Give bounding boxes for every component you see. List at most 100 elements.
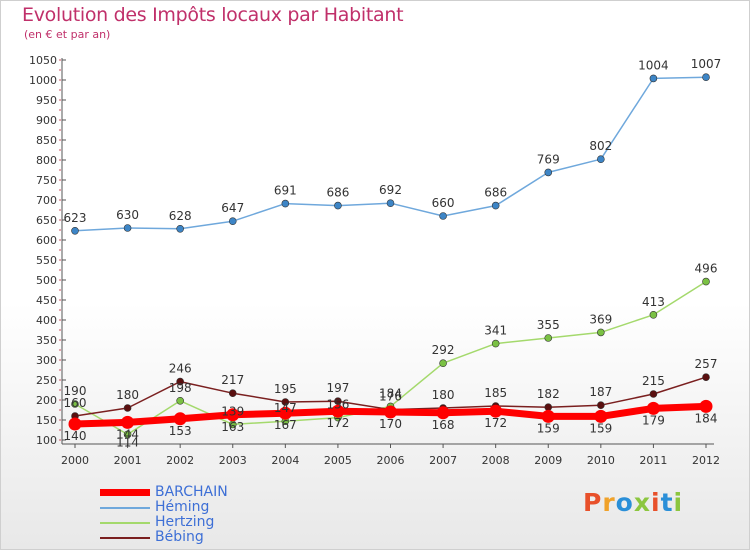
data-label-barchain: 168: [432, 418, 455, 432]
legend-swatch-bebing: [100, 537, 150, 539]
y-tick-label: 500: [36, 274, 57, 287]
y-tick-label: 150: [36, 414, 57, 427]
data-label-heming: 628: [169, 209, 192, 223]
data-point-heming: [702, 73, 710, 81]
data-point-barchain: [699, 399, 713, 413]
legend-label-bebing: Bébing: [155, 529, 204, 545]
data-point-hertzing: [702, 277, 710, 286]
data-point-barchain: [226, 408, 240, 422]
y-tick-label: 100: [36, 434, 57, 447]
data-point-bebing: [123, 404, 132, 412]
data-label-bebing: 160: [64, 396, 87, 410]
x-tick-label: 2004: [271, 454, 299, 467]
legend-label-barchain: BARCHAIN: [155, 484, 228, 500]
y-tick-label: 800: [36, 154, 57, 167]
data-label-hertzing: 147: [274, 401, 297, 415]
data-point-bebing: [176, 377, 184, 386]
x-tick-label: 2007: [429, 454, 457, 467]
data-point-bebing: [281, 398, 290, 406]
data-point-barchain: [646, 401, 660, 415]
data-label-hertzing: 413: [642, 295, 665, 309]
data-label-heming: 1004: [638, 58, 669, 72]
data-label-hertzing: 139: [221, 404, 244, 418]
y-tick-label: 300: [36, 354, 57, 367]
data-label-hertzing: 496: [695, 262, 718, 276]
data-label-heming: 686: [326, 186, 349, 200]
data-label-hertzing: 190: [64, 384, 87, 398]
data-point-heming: [123, 224, 132, 232]
data-point-bebing: [597, 401, 605, 410]
data-point-hertzing: [71, 400, 79, 408]
data-label-heming: 647: [221, 201, 244, 215]
data-point-heming: [649, 74, 658, 83]
legend-label-heming: Héming: [155, 499, 210, 515]
chart-title: Evolution des Impôts locaux par Habitant: [22, 4, 404, 26]
y-tick-label: 850: [36, 134, 57, 147]
x-tick-label: 2009: [534, 454, 562, 467]
data-label-barchain: 167: [274, 418, 297, 432]
data-label-barchain: 153: [169, 424, 192, 438]
data-label-barchain: 144: [116, 427, 139, 441]
data-point-heming: [281, 199, 290, 208]
data-point-barchain: [173, 412, 187, 426]
data-label-heming: 692: [379, 183, 402, 197]
data-point-barchain: [68, 417, 82, 431]
data-label-barchain: 179: [642, 413, 665, 427]
y-tick-label: 450: [36, 294, 57, 307]
y-tick-label: 200: [36, 394, 57, 407]
data-point-barchain: [331, 404, 345, 418]
data-label-bebing: 180: [432, 388, 455, 402]
data-point-heming: [228, 217, 237, 225]
data-label-heming: 686: [484, 186, 507, 200]
data-point-hertzing: [649, 310, 658, 319]
data-label-bebing: 195: [274, 382, 297, 396]
data-label-hertzing: 156: [326, 398, 349, 412]
data-label-barchain: 170: [379, 417, 402, 431]
data-label-hertzing: 355: [537, 318, 560, 332]
data-point-barchain: [489, 404, 503, 418]
data-point-hertzing: [597, 328, 605, 337]
data-point-barchain: [436, 406, 450, 420]
data-label-hertzing: 341: [484, 324, 507, 338]
y-tick-label: 250: [36, 374, 57, 387]
data-label-hertzing: 292: [432, 343, 455, 357]
x-tick-label: 2008: [482, 454, 510, 467]
y-tick-label: 550: [36, 254, 57, 267]
data-point-heming: [544, 168, 553, 177]
data-point-barchain: [594, 409, 608, 423]
data-point-heming: [386, 199, 395, 207]
data-label-hertzing: 198: [169, 381, 192, 395]
chart-subtitle: (en € et par an): [24, 28, 111, 41]
data-label-heming: 623: [64, 211, 87, 225]
y-tick-label: 1050: [29, 54, 57, 67]
data-label-bebing: 176: [379, 390, 402, 404]
x-tick-label: 2005: [324, 454, 352, 467]
data-point-bebing: [649, 390, 658, 398]
data-point-heming: [491, 201, 500, 210]
proxiti-logo: Proxiti: [583, 488, 684, 517]
legend-swatch-heming: [100, 507, 150, 509]
data-point-heming: [597, 155, 605, 163]
series-line-heming: [74, 76, 707, 232]
data-label-bebing: 180: [116, 388, 139, 402]
data-label-heming: 802: [589, 139, 612, 153]
data-point-hertzing: [123, 430, 132, 439]
data-point-barchain: [121, 415, 135, 429]
data-label-bebing: 246: [169, 362, 192, 376]
data-point-heming: [71, 227, 79, 235]
data-label-bebing: 217: [221, 373, 244, 387]
data-label-hertzing: 184: [379, 386, 402, 400]
y-tick-label: 700: [36, 194, 57, 207]
y-tick-label: 900: [36, 114, 57, 127]
data-point-barchain: [541, 409, 555, 423]
data-point-heming: [334, 201, 342, 210]
data-label-bebing: 187: [589, 385, 612, 399]
y-tick-label: 650: [36, 214, 57, 227]
data-label-hertzing: 369: [589, 312, 612, 326]
y-tick-label: 1000: [29, 74, 57, 87]
y-tick-label: 350: [36, 334, 57, 347]
data-point-hertzing: [176, 396, 184, 405]
data-point-bebing: [544, 403, 553, 412]
